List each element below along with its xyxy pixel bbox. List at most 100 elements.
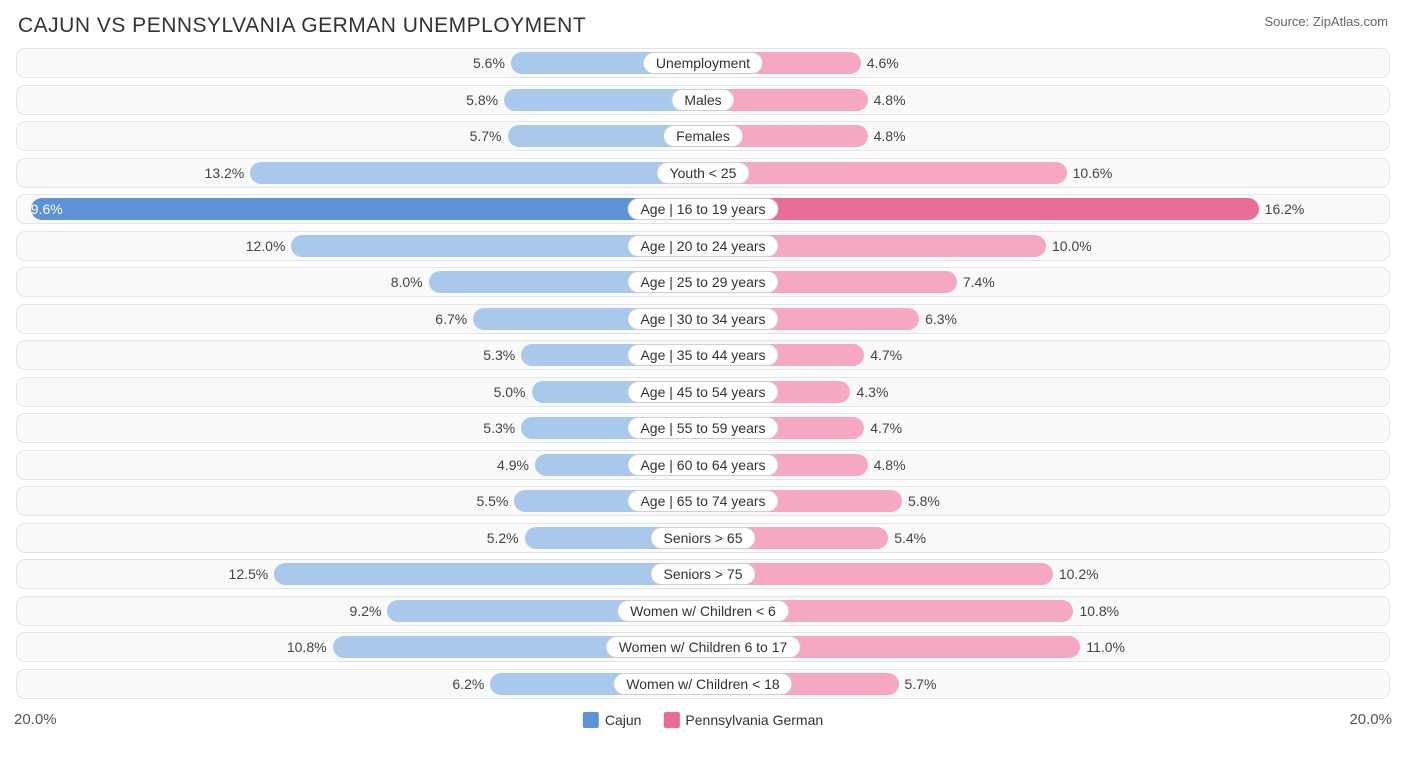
- bar-left-value: 19.6%: [23, 198, 63, 220]
- bar-right-value: 5.4%: [894, 527, 926, 549]
- chart-source: Source: ZipAtlas.com: [1264, 14, 1388, 29]
- legend-label-left: Cajun: [605, 712, 642, 728]
- row-category-label: Age | 25 to 29 years: [627, 271, 778, 293]
- bar-right-value: 10.6%: [1073, 162, 1113, 184]
- chart-legend: Cajun Pennsylvania German: [583, 712, 823, 728]
- legend-item-left: Cajun: [583, 712, 642, 728]
- bar-right-value: 5.7%: [905, 673, 937, 695]
- bar-left: [250, 162, 703, 184]
- chart-row-left-half: 12.5%: [17, 560, 703, 588]
- chart-row-right-half: 5.4%: [703, 524, 1389, 552]
- chart-row-right-half: 4.7%: [703, 341, 1389, 369]
- chart-row-right-half: 6.3%: [703, 305, 1389, 333]
- chart-row-right-half: 10.0%: [703, 232, 1389, 260]
- chart-title: CAJUN VS PENNSYLVANIA GERMAN UNEMPLOYMEN…: [18, 14, 586, 38]
- bar-left-value: 13.2%: [205, 162, 245, 184]
- bar-left-value: 5.5%: [476, 490, 508, 512]
- chart-row: 5.6% 4.6% Unemployment: [16, 48, 1390, 78]
- row-category-label: Youth < 25: [657, 162, 750, 184]
- row-category-label: Age | 30 to 34 years: [627, 308, 778, 330]
- row-category-label: Women w/ Children < 6: [617, 600, 789, 622]
- bar-left-value: 6.2%: [452, 673, 484, 695]
- chart-row: 5.7% 4.8% Females: [16, 121, 1390, 151]
- bar-left: [31, 198, 703, 220]
- chart-row: 5.5% 5.8%Age | 65 to 74 years: [16, 486, 1390, 516]
- chart-row-left-half: 4.9%: [17, 451, 703, 479]
- bar-left-value: 4.9%: [497, 454, 529, 476]
- chart-row: 5.8% 4.8% Males: [16, 85, 1390, 115]
- bar-left-value: 5.3%: [483, 344, 515, 366]
- bar-left-value: 9.2%: [350, 600, 382, 622]
- chart-row-right-half: 5.8%: [703, 487, 1389, 515]
- bar-right-value: 4.6%: [867, 52, 899, 74]
- row-category-label: Age | 65 to 74 years: [627, 490, 778, 512]
- row-category-label: Age | 55 to 59 years: [627, 417, 778, 439]
- chart-row-right-half: 16.2%: [703, 195, 1389, 223]
- chart-row: 6.2% 5.7% Women w/ Children < 18: [16, 669, 1390, 699]
- row-category-label: Males: [671, 89, 734, 111]
- bar-right-value: 7.4%: [963, 271, 995, 293]
- bar-left-value: 10.8%: [287, 636, 327, 658]
- chart-row-left-half: 19.6%: [17, 195, 703, 223]
- row-category-label: Age | 35 to 44 years: [627, 344, 778, 366]
- chart-row-left-half: 10.8%: [17, 633, 703, 661]
- bar-right-value: 4.8%: [874, 125, 906, 147]
- chart-row-left-half: 13.2%: [17, 159, 703, 187]
- chart-row: 9.2% 10.8% Women w/ Children < 6: [16, 596, 1390, 626]
- axis-left-label: 20.0%: [14, 711, 57, 728]
- bar-right: [703, 162, 1067, 184]
- chart-row-right-half: 5.7%: [703, 670, 1389, 698]
- bar-left-value: 12.5%: [229, 563, 269, 585]
- chart-row-left-half: 5.6%: [17, 49, 703, 77]
- legend-item-right: Pennsylvania German: [663, 712, 823, 728]
- row-category-label: Seniors > 65: [651, 527, 756, 549]
- chart-row-right-half: 11.0%: [703, 633, 1389, 661]
- chart-row-right-half: 4.3%: [703, 378, 1389, 406]
- chart-row-left-half: 12.0%: [17, 232, 703, 260]
- chart-header: CAJUN VS PENNSYLVANIA GERMAN UNEMPLOYMEN…: [12, 10, 1394, 48]
- chart-row: 8.0% 7.4% Age | 25 to 29 years: [16, 267, 1390, 297]
- bar-right-value: 10.8%: [1079, 600, 1119, 622]
- row-category-label: Age | 20 to 24 years: [627, 235, 778, 257]
- chart-row-right-half: 10.2%: [703, 560, 1389, 588]
- legend-swatch-right: [663, 712, 679, 728]
- chart-row-right-half: 10.8%: [703, 597, 1389, 625]
- chart-row-left-half: 5.0%: [17, 378, 703, 406]
- chart-area: 5.6% 4.6% Unemployment 5.8% 4.8% Males 5.7% 4.8…: [12, 48, 1394, 699]
- bar-left-value: 12.0%: [246, 235, 286, 257]
- row-category-label: Females: [663, 125, 743, 147]
- bar-right-value: 10.0%: [1052, 235, 1092, 257]
- bar-left-value: 5.0%: [494, 381, 526, 403]
- chart-row-right-half: 4.8%: [703, 122, 1389, 150]
- chart-row-left-half: 5.3%: [17, 341, 703, 369]
- chart-row-right-half: 10.6%: [703, 159, 1389, 187]
- bar-right-value: 4.7%: [870, 344, 902, 366]
- bar-right-value: 4.7%: [870, 417, 902, 439]
- chart-row-right-half: 4.8%: [703, 451, 1389, 479]
- bar-right-value: 11.0%: [1086, 636, 1125, 658]
- bar-left-value: 5.3%: [483, 417, 515, 439]
- chart-row-left-half: 6.7%: [17, 305, 703, 333]
- row-category-label: Seniors > 75: [651, 563, 756, 585]
- row-category-label: Unemployment: [643, 52, 763, 74]
- chart-row-left-half: 5.2%: [17, 524, 703, 552]
- chart-footer: 20.0% Cajun Pennsylvania German 20.0%: [12, 705, 1394, 730]
- chart-row-left-half: 5.5%: [17, 487, 703, 515]
- bar-right: [703, 198, 1259, 220]
- bar-left-value: 5.7%: [470, 125, 502, 147]
- bar-right-value: 4.8%: [874, 454, 906, 476]
- chart-row-left-half: 6.2%: [17, 670, 703, 698]
- bar-right-value: 4.8%: [874, 89, 906, 111]
- bar-left-value: 5.6%: [473, 52, 505, 74]
- bar-left-value: 6.7%: [435, 308, 467, 330]
- chart-row-right-half: 4.7%: [703, 414, 1389, 442]
- chart-row-left-half: 5.8%: [17, 86, 703, 114]
- row-category-label: Age | 60 to 64 years: [627, 454, 778, 476]
- chart-row: 19.6%16.2%Age | 16 to 19 years: [16, 194, 1390, 224]
- chart-row-left-half: 5.3%: [17, 414, 703, 442]
- chart-row-right-half: 7.4%: [703, 268, 1389, 296]
- chart-row-left-half: 8.0%: [17, 268, 703, 296]
- legend-label-right: Pennsylvania German: [685, 712, 823, 728]
- row-category-label: Women w/ Children < 18: [613, 673, 792, 695]
- row-category-label: Women w/ Children 6 to 17: [606, 636, 801, 658]
